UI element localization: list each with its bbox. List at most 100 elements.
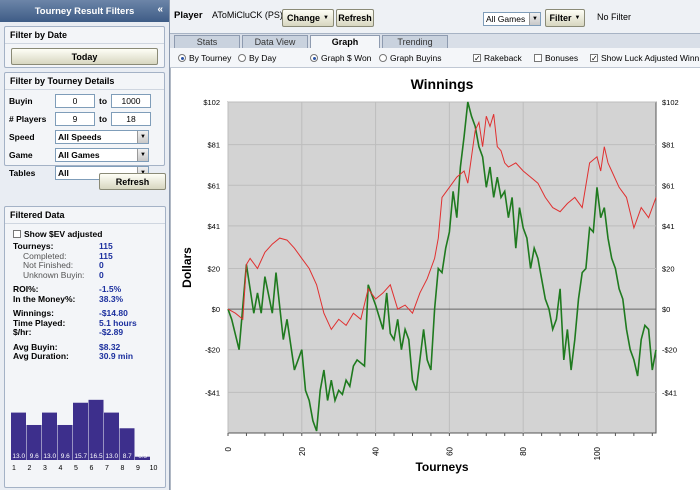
top-toolbar: Player AToMiCluCK (PS) Change ▼ Refresh A… [170, 0, 700, 34]
x-tick-label: 0 [224, 446, 233, 451]
by-tourney-option[interactable]: By Tourney [178, 53, 231, 63]
stat-value: 38.3% [99, 293, 124, 304]
stat-row: ROI%: -1.5% [5, 284, 165, 295]
speed-value: All Speeds [58, 132, 102, 142]
luck-adjusted-option[interactable]: ✓ Show Luck Adjusted Winn [590, 53, 699, 63]
tab-trending[interactable]: Trending [382, 35, 448, 48]
bonuses-checkbox[interactable] [534, 54, 542, 62]
graph-buyins-option[interactable]: Graph Buyins [379, 53, 442, 63]
sidebar-refresh-button[interactable]: Refresh [99, 173, 166, 190]
refresh-button[interactable]: Refresh [336, 9, 374, 27]
buyin-max-input[interactable]: 1000 [111, 94, 151, 108]
stat-label: Winnings: [13, 308, 54, 318]
histogram-bar-label: 16.5 [90, 453, 103, 460]
ev-adjusted-checkbox[interactable] [13, 230, 21, 238]
stat-row: Winnings: -$14.80 [5, 308, 165, 319]
histogram-bar [57, 424, 73, 460]
graph-won-radio[interactable] [310, 54, 318, 62]
chevron-down-icon[interactable]: ▼ [529, 13, 540, 25]
x-tick-label: 100 [593, 446, 602, 460]
histogram-bar [104, 412, 119, 460]
histogram-bar-label: 9.6 [61, 453, 70, 460]
stat-label: In the Money%: [13, 293, 76, 304]
filter-status: No Filter [597, 12, 632, 22]
bonuses-option[interactable]: Bonuses [534, 53, 578, 63]
buyin-to-label: to [98, 96, 108, 106]
by-tourney-label: By Tourney [189, 53, 232, 63]
stat-value: -1.5% [99, 284, 122, 294]
tab-data-view[interactable]: Data View [242, 35, 308, 48]
y-tick-label-right: $61 [662, 181, 675, 190]
stat-label: Avg Duration: [13, 351, 69, 361]
x-tick-label: 40 [372, 446, 381, 455]
by-day-radio[interactable] [238, 54, 246, 62]
today-button[interactable]: Today [11, 48, 158, 65]
stat-value: -$2.89 [99, 327, 124, 337]
tab-graph[interactable]: Graph [310, 35, 380, 48]
games-select[interactable]: All Games ▼ [483, 12, 541, 26]
histogram-tick-label: 3 [43, 465, 47, 472]
game-value: All Games [58, 150, 100, 160]
graph-buyins-radio[interactable] [379, 54, 387, 62]
x-tick-label: 80 [519, 446, 528, 455]
stat-label: Avg Buyin: [13, 341, 58, 352]
change-button[interactable]: Change ▼ [282, 9, 334, 27]
rakeback-checkbox[interactable]: ✓ [473, 54, 481, 63]
chevron-down-icon[interactable]: ▼ [137, 149, 148, 161]
y-tick-label-left: -$41 [205, 388, 220, 397]
histogram-bar-label: 13.0 [43, 453, 56, 460]
histogram-bar-label: 15.7 [74, 453, 87, 460]
histogram-tick-label: 1 [12, 465, 16, 472]
graph-won-option[interactable]: Graph $ Won [310, 53, 371, 63]
y-tick-label-right: $41 [662, 222, 675, 231]
luck-adjusted-checkbox[interactable]: ✓ [590, 54, 598, 63]
stat-row: $/hr: -$2.89 [5, 327, 165, 338]
x-tick-label: 20 [298, 446, 307, 455]
y-tick-label-right: $81 [662, 141, 675, 150]
sidebar: Tourney Result Filters « Filter by Date … [0, 0, 170, 490]
filter-by-details-group: Filter by Tourney Details Buyin 0 to 100… [4, 72, 165, 180]
game-select[interactable]: All Games ▼ [55, 148, 149, 162]
filter-button[interactable]: Filter ▼ [545, 9, 585, 27]
graph-options-bar: By Tourney By Day Graph $ Won Graph Buyi… [170, 48, 700, 68]
y-axis-label: Dollars [180, 247, 194, 288]
buyin-histogram: 13.0 9.6 13.0 9.6 15.7 16.5 13.0 8.7 0.91 2 3 4 5 6 7 8… [11, 399, 157, 472]
histogram-tick-label: 5 [74, 465, 78, 472]
filtered-data-title: Filtered Data [5, 207, 165, 224]
buyin-row: Buyin 0 to 1000 [5, 93, 164, 109]
chevron-down-icon: ▼ [574, 15, 581, 21]
buyin-label: Buyin [9, 96, 33, 106]
histogram-bar [73, 402, 88, 460]
players-max-input[interactable]: 18 [111, 112, 151, 126]
game-label: Game [9, 150, 33, 160]
sidebar-header: Tourney Result Filters « [0, 0, 169, 22]
stat-label: Time Played: [13, 317, 66, 328]
chevron-down-icon[interactable]: ▼ [137, 131, 148, 143]
stat-label: Not Finished: [23, 260, 74, 270]
stats-list: Tourneys: 115 Completed: 115 Not Finished: 0 U… [5, 241, 165, 362]
y-tick-label-left: $20 [207, 265, 220, 274]
tables-label: Tables [9, 168, 36, 178]
speed-select[interactable]: All Speeds ▼ [55, 130, 149, 144]
by-day-option[interactable]: By Day [238, 53, 276, 63]
histogram-bar [119, 428, 135, 460]
tab-stats[interactable]: Stats [174, 35, 240, 48]
by-tourney-radio[interactable] [178, 54, 186, 62]
buyin-min-input[interactable]: 0 [55, 94, 95, 108]
rakeback-option[interactable]: ✓ Rakeback [473, 53, 522, 63]
sidebar-title: Tourney Result Filters [34, 5, 135, 17]
players-min-input[interactable]: 9 [55, 112, 95, 126]
histogram-tick-label: 4 [59, 465, 63, 472]
collapse-icon[interactable]: « [157, 4, 163, 15]
stat-value: 0 [99, 260, 104, 270]
histogram-bar [26, 424, 42, 460]
histogram-bar-label: 9.6 [30, 453, 39, 460]
histogram-tick-label: 6 [90, 465, 94, 472]
y-tick-label-left: $102 [203, 98, 220, 107]
stat-value: 115 [99, 250, 113, 261]
histogram-bar [135, 456, 150, 460]
y-tick-label-left: $81 [207, 141, 220, 150]
stat-row: Not Finished: 0 [5, 260, 165, 271]
y-tick-label-right: $102 [662, 98, 679, 107]
winnings-series-line [227, 101, 657, 432]
